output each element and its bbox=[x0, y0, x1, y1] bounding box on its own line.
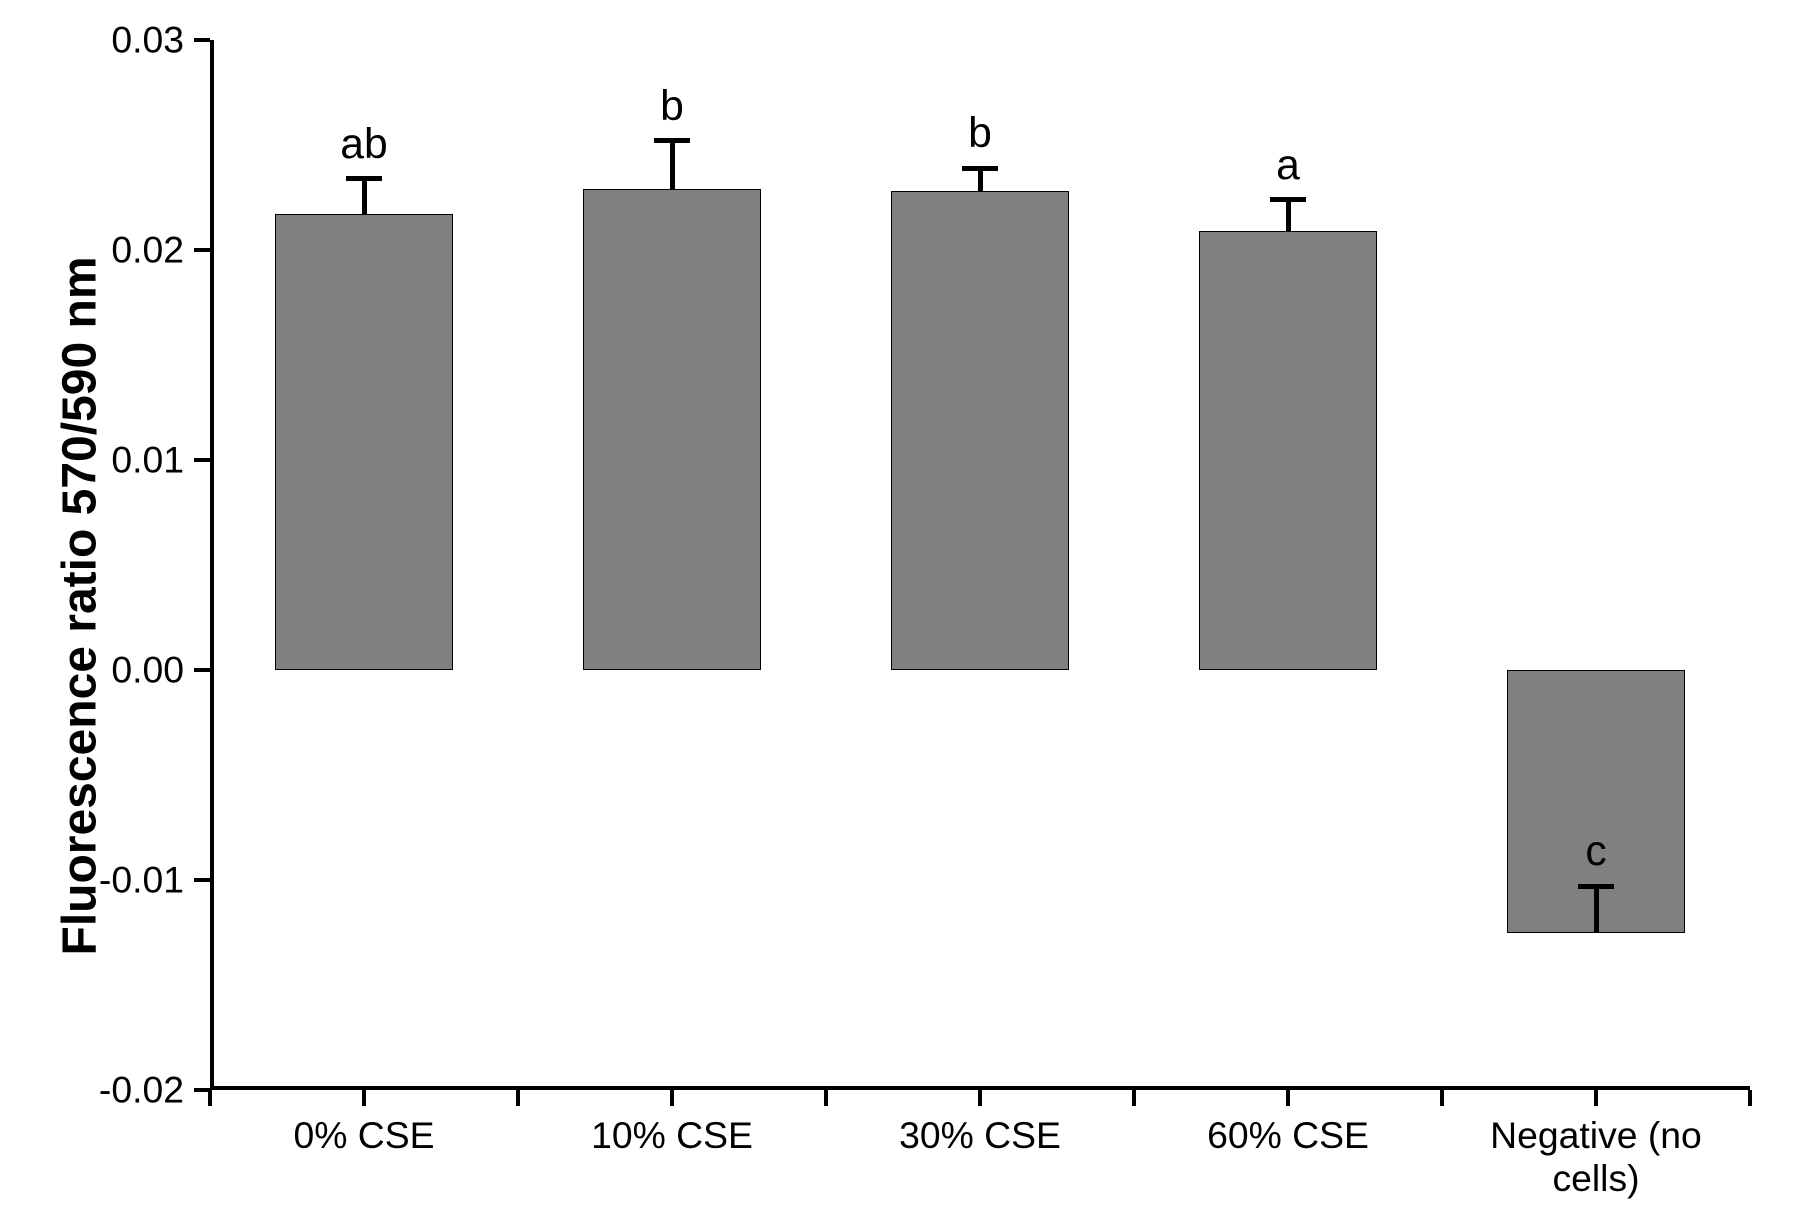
fluorescence-bar-chart: Fluorescence ratio 570/590 nm -0.02 -0.01… bbox=[0, 0, 1800, 1211]
y-tick-label: 0.03 bbox=[111, 19, 184, 62]
y-tick-label: 0.00 bbox=[111, 649, 184, 692]
plot-area: -0.02-0.010.000.010.020.03ab0% CSEb10% C… bbox=[210, 40, 1750, 1090]
x-edge-tick bbox=[516, 1090, 520, 1106]
x-edge-tick bbox=[824, 1090, 828, 1106]
x-edge-tick bbox=[1748, 1090, 1752, 1106]
error-bar-stem bbox=[1594, 886, 1599, 932]
x-tick-label: 60% CSE bbox=[1142, 1114, 1435, 1157]
x-tick bbox=[362, 1090, 366, 1106]
significance-label: b bbox=[660, 82, 684, 131]
y-tick bbox=[194, 248, 210, 252]
bar bbox=[1199, 231, 1378, 670]
bar bbox=[275, 214, 454, 670]
error-bar-cap bbox=[654, 138, 690, 143]
error-bar-stem bbox=[670, 141, 675, 189]
error-bar-cap bbox=[1270, 197, 1306, 202]
y-axis-line bbox=[210, 40, 214, 1090]
significance-label: a bbox=[1276, 141, 1300, 190]
y-tick bbox=[194, 458, 210, 462]
error-bar-stem bbox=[362, 179, 367, 215]
x-edge-tick bbox=[208, 1090, 212, 1106]
error-bar-cap bbox=[346, 176, 382, 181]
x-tick-label: 10% CSE bbox=[526, 1114, 819, 1157]
x-tick bbox=[1594, 1090, 1598, 1106]
x-edge-tick bbox=[1440, 1090, 1444, 1106]
y-tick-label: 0.01 bbox=[111, 439, 184, 482]
significance-label: c bbox=[1585, 827, 1606, 876]
y-tick-label: -0.01 bbox=[99, 859, 184, 902]
bar bbox=[583, 189, 762, 670]
y-tick bbox=[194, 38, 210, 42]
y-tick-label: 0.02 bbox=[111, 229, 184, 272]
y-tick bbox=[194, 878, 210, 882]
y-axis-label: Fluorescence ratio 570/590 nm bbox=[52, 256, 107, 955]
significance-label: ab bbox=[340, 120, 387, 169]
x-tick-label: 30% CSE bbox=[834, 1114, 1127, 1157]
x-tick bbox=[1286, 1090, 1290, 1106]
x-tick bbox=[978, 1090, 982, 1106]
error-bar-stem bbox=[1286, 200, 1291, 232]
significance-label: b bbox=[968, 109, 992, 158]
x-edge-tick bbox=[1132, 1090, 1136, 1106]
bar bbox=[891, 191, 1070, 670]
y-tick-label: -0.02 bbox=[99, 1069, 184, 1112]
x-tick-label: 0% CSE bbox=[218, 1114, 511, 1157]
error-bar-stem bbox=[978, 168, 983, 191]
y-tick bbox=[194, 668, 210, 672]
error-bar-cap bbox=[1578, 884, 1614, 889]
x-tick bbox=[670, 1090, 674, 1106]
error-bar-cap bbox=[962, 166, 998, 171]
x-tick-label: Negative (no cells) bbox=[1450, 1114, 1743, 1200]
